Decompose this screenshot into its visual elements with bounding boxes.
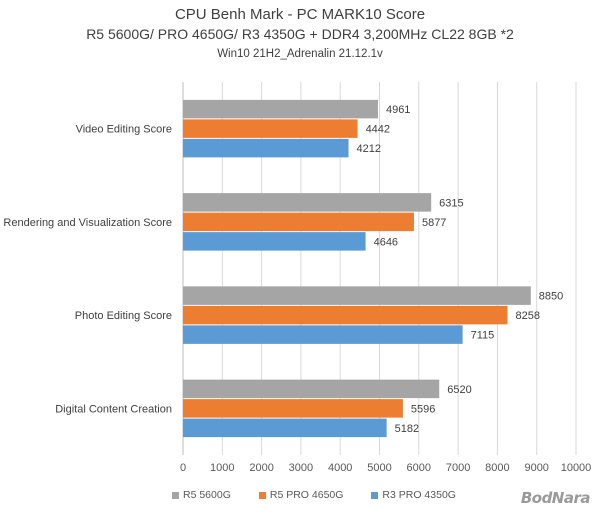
x-tick-label: 8000 <box>485 462 509 474</box>
legend-swatch <box>172 491 179 499</box>
bar <box>183 325 463 344</box>
legend-label: R5 PRO 4650G <box>269 489 344 501</box>
bar <box>183 418 387 438</box>
x-tick-label: 0 <box>180 462 186 474</box>
bar <box>183 399 403 418</box>
legend-label: R5 5600G <box>183 489 231 501</box>
data-label: 4961 <box>386 104 410 116</box>
bar <box>183 119 358 138</box>
legend-item-r3-pro-4350g: R3 PRO 4350G <box>371 489 456 501</box>
chart-subtitle: R5 5600G/ PRO 4650G/ R3 4350G + DDR4 3,2… <box>86 26 514 42</box>
x-tick-label: 10000 <box>561 462 592 474</box>
legend-item-r5-5600g: R5 5600G <box>172 489 231 501</box>
x-tick-label: 1000 <box>210 462 234 474</box>
bar <box>183 305 508 325</box>
data-label: 4212 <box>357 143 381 155</box>
data-label: 5596 <box>411 403 435 415</box>
legend-swatch <box>258 491 266 499</box>
data-label: 5877 <box>422 217 446 229</box>
x-tick-label: 2000 <box>249 462 273 474</box>
x-tick-label: 3000 <box>289 462 313 474</box>
data-label: 4646 <box>374 236 398 248</box>
bar <box>183 379 440 399</box>
chart-subtitle-2: Win10 21H2_Adrenalin 21.12.1v <box>217 48 383 60</box>
bar <box>183 212 414 232</box>
legend-label: R3 PRO 4350G <box>382 489 456 501</box>
chart-legend: R5 5600G R5 PRO 4650G R3 PRO 4350G <box>172 489 456 501</box>
chart-title: CPU Benh Mark - PC MARK10 Score <box>174 6 426 23</box>
bar <box>183 99 378 119</box>
category-label: Photo Editing Score <box>75 310 172 322</box>
bar <box>183 193 432 212</box>
x-tick-label: 5000 <box>367 462 391 474</box>
category-label: Video Editing Score <box>76 124 172 136</box>
bar <box>183 232 366 251</box>
legend-item-r5-pro-4650g: R5 PRO 4650G <box>258 489 344 501</box>
category-label: Rendering and Visualization Score <box>3 217 172 229</box>
data-label: 5182 <box>395 423 419 435</box>
data-label: 4442 <box>366 124 390 136</box>
bar <box>183 286 531 305</box>
x-tick-label: 9000 <box>524 462 548 474</box>
watermark-logo: BodNara <box>520 489 591 507</box>
x-tick-label: 6000 <box>407 462 431 474</box>
data-label: 8850 <box>539 291 563 303</box>
category-label: Digital Content Creation <box>55 403 172 415</box>
x-tick-label: 4000 <box>328 462 352 474</box>
data-label: 8258 <box>516 310 540 322</box>
data-label: 6520 <box>447 384 471 396</box>
bar <box>183 138 349 158</box>
data-label: 6315 <box>439 197 463 209</box>
data-label: 7115 <box>471 330 495 342</box>
legend-swatch <box>371 491 379 499</box>
x-tick-label: 7000 <box>446 462 470 474</box>
